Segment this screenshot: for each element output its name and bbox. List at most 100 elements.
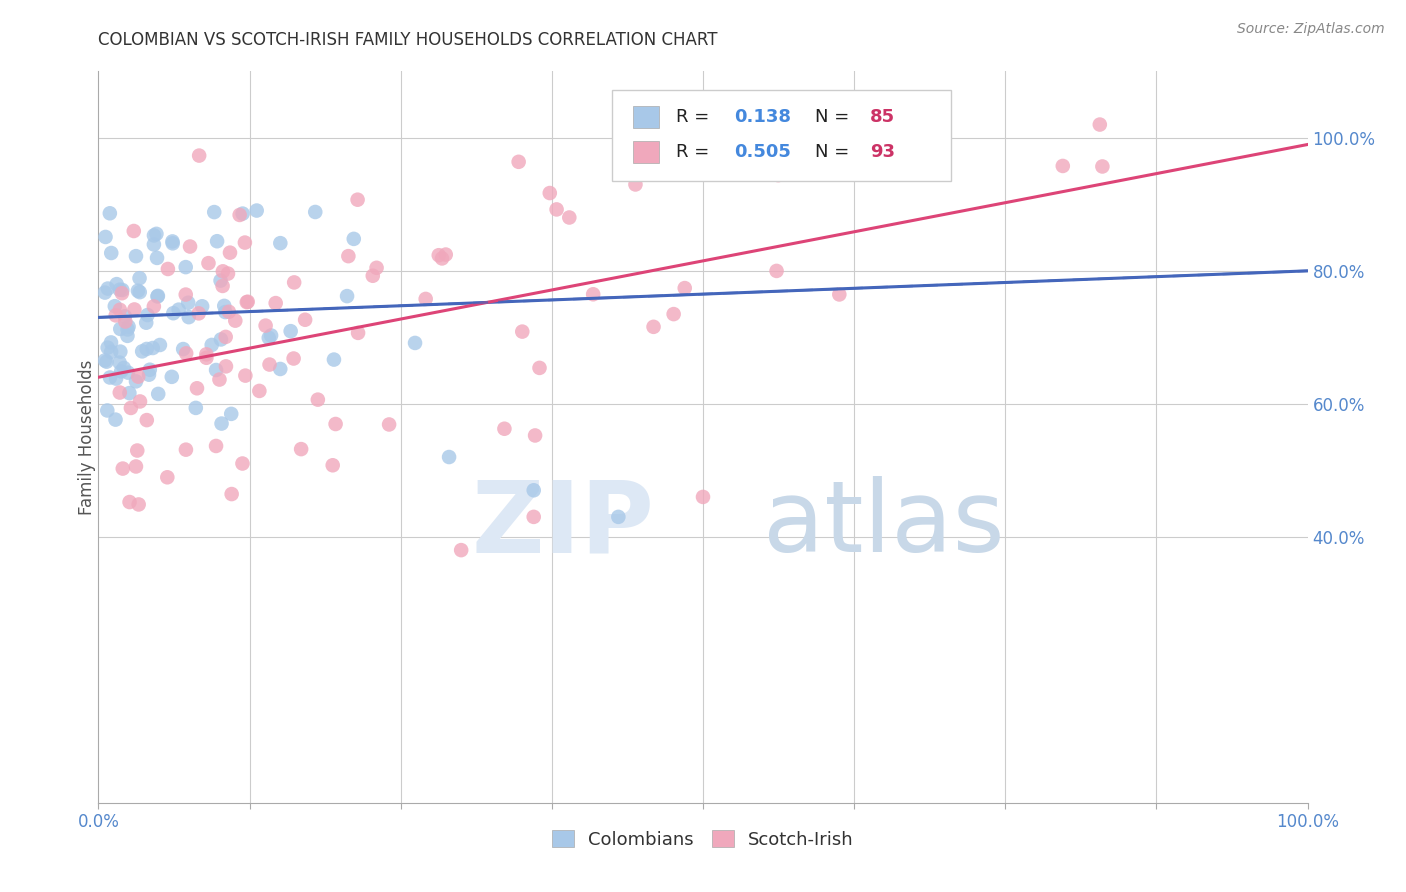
Point	[108, 283, 131, 297]
Point	[211, 279, 233, 293]
Point	[142, 341, 165, 355]
Point	[135, 316, 157, 330]
Point	[434, 247, 457, 261]
Point	[215, 330, 238, 344]
Point	[125, 249, 148, 263]
Point	[607, 509, 630, 524]
Point	[96, 403, 118, 417]
Point	[146, 251, 169, 265]
Point	[108, 302, 131, 317]
Point	[94, 285, 117, 300]
Point	[94, 353, 117, 368]
Text: R =: R =	[676, 108, 716, 126]
Point	[765, 264, 787, 278]
Point	[108, 385, 131, 400]
Point	[111, 283, 134, 297]
Point	[257, 331, 280, 345]
Point	[197, 256, 219, 270]
Point	[142, 299, 165, 313]
Point	[97, 282, 120, 296]
Point	[122, 224, 145, 238]
Point	[307, 392, 329, 407]
Point	[128, 271, 150, 285]
Point	[110, 364, 132, 378]
Point	[97, 341, 120, 355]
Point	[142, 237, 165, 252]
Point	[111, 461, 134, 475]
Point	[236, 294, 259, 309]
Point	[100, 246, 122, 260]
Point	[174, 287, 197, 301]
Point	[128, 498, 150, 512]
Point	[304, 205, 326, 219]
Point	[558, 211, 581, 225]
Point	[129, 394, 152, 409]
Text: R =: R =	[676, 143, 716, 161]
Point	[529, 360, 551, 375]
Point	[174, 442, 197, 457]
Point	[228, 208, 250, 222]
Point	[280, 324, 302, 338]
Text: 0.138: 0.138	[734, 108, 792, 126]
Point	[172, 342, 194, 356]
Y-axis label: Family Households: Family Households	[79, 359, 96, 515]
Point	[110, 322, 132, 336]
Point	[322, 458, 344, 473]
Point	[104, 299, 127, 313]
Point	[104, 309, 127, 323]
Point	[112, 361, 135, 376]
Point	[117, 319, 139, 334]
Point	[217, 267, 239, 281]
Point	[117, 329, 139, 343]
Point	[139, 363, 162, 377]
Point	[131, 344, 153, 359]
Point	[246, 203, 269, 218]
Point	[105, 277, 128, 292]
Point	[214, 299, 236, 313]
Point	[215, 359, 238, 374]
Point	[523, 483, 546, 498]
Point	[523, 509, 546, 524]
Point	[209, 274, 232, 288]
Point	[118, 386, 141, 401]
Text: 93: 93	[870, 143, 894, 161]
Point	[136, 308, 159, 322]
Point	[524, 428, 547, 442]
FancyBboxPatch shape	[633, 141, 659, 163]
Point	[212, 264, 235, 278]
Text: N =: N =	[815, 108, 855, 126]
Point	[125, 459, 148, 474]
Point	[108, 356, 131, 370]
Point	[96, 354, 118, 368]
Point	[828, 287, 851, 301]
Point	[110, 344, 132, 359]
Point	[177, 295, 200, 310]
Text: Source: ZipAtlas.com: Source: ZipAtlas.com	[1237, 22, 1385, 37]
Point	[105, 371, 128, 385]
Point	[114, 310, 136, 324]
Point	[160, 369, 183, 384]
Point	[149, 338, 172, 352]
Point	[125, 375, 148, 389]
Point	[235, 368, 257, 383]
Text: 85: 85	[870, 108, 896, 126]
Point	[427, 248, 450, 262]
Text: ZIP: ZIP	[472, 476, 655, 574]
Point	[755, 158, 778, 172]
Point	[114, 314, 136, 328]
Point	[127, 369, 149, 384]
Point	[120, 401, 142, 415]
Point	[1088, 118, 1111, 132]
Point	[128, 285, 150, 300]
Point	[146, 289, 169, 303]
Point	[127, 443, 149, 458]
Point	[538, 186, 561, 200]
Point	[98, 370, 121, 384]
Point	[104, 412, 127, 426]
Point	[361, 268, 384, 283]
Point	[167, 302, 190, 317]
Point	[195, 351, 218, 365]
Point	[201, 338, 224, 352]
Legend: Colombians, Scotch-Irish: Colombians, Scotch-Irish	[546, 823, 860, 856]
Point	[283, 276, 305, 290]
